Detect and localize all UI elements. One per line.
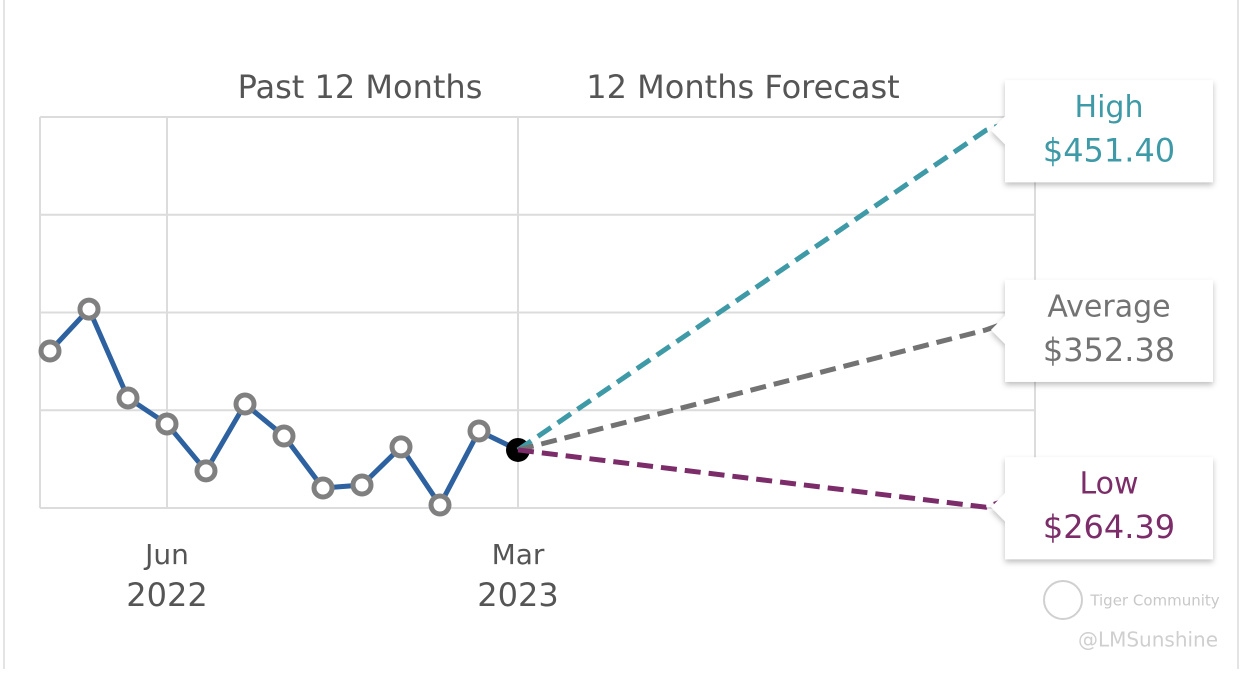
callout-name: Average <box>1047 289 1170 324</box>
callout-value: $451.40 <box>1043 131 1175 169</box>
point <box>389 435 413 459</box>
forecast-callout: Low $264.39 <box>991 457 1213 560</box>
point <box>38 339 62 363</box>
point <box>311 476 335 500</box>
point <box>467 419 491 443</box>
callout-box <box>991 279 1213 382</box>
annotation: Past 12 Months <box>238 68 483 106</box>
plot <box>38 116 1036 517</box>
point <box>350 473 374 497</box>
callout-value: $264.39 <box>1043 508 1175 546</box>
watermark: @LMSunshine <box>1078 628 1218 652</box>
x-tick-label: Mar <box>492 538 545 571</box>
callout-value: $352.38 <box>1043 331 1175 369</box>
annotation: 12 Months Forecast <box>586 68 899 106</box>
watermark-logo <box>1043 580 1083 620</box>
point <box>116 386 140 410</box>
forecast-line <box>517 447 1001 510</box>
point <box>272 424 296 448</box>
callout-box <box>991 80 1213 183</box>
point <box>194 459 218 483</box>
x-tick-label: 2022 <box>126 576 207 614</box>
x-tick-label: 2023 <box>477 576 558 614</box>
forecast-line <box>517 322 1001 453</box>
x-tick-label: Jun <box>143 538 189 571</box>
point <box>155 412 179 436</box>
forecast-line <box>516 122 1001 453</box>
price-line <box>48 304 520 510</box>
forecast-callout: High $451.40 <box>991 80 1213 183</box>
callout-name: High <box>1075 90 1144 125</box>
callout-name: Low <box>1079 467 1138 502</box>
forecast-callout: Average $352.38 <box>991 279 1213 382</box>
point <box>233 392 257 416</box>
point <box>428 493 452 517</box>
callout-box <box>991 457 1213 560</box>
watermark: Tiger Community <box>1089 592 1219 610</box>
point <box>77 297 101 321</box>
